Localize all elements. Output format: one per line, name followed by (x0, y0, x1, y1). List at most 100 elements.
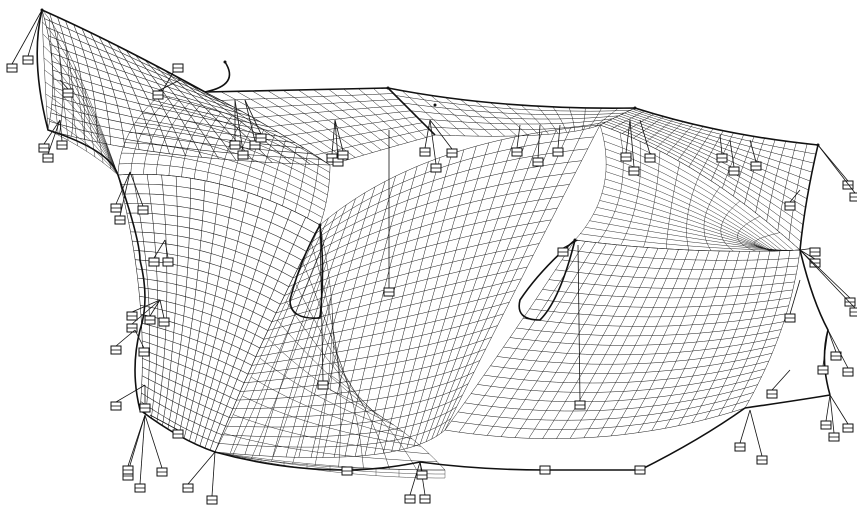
anchor-block (317, 229, 329, 390)
tie-down-line (799, 249, 856, 309)
mesh-line (410, 110, 619, 120)
tie-down-line (149, 299, 161, 317)
mesh-line (299, 122, 423, 146)
tie-down-line (562, 239, 579, 249)
tie-down-line (629, 119, 635, 168)
mesh-line (284, 219, 552, 296)
mesh-line (457, 392, 754, 421)
mesh-panel-7 (214, 224, 446, 471)
mesh-line (250, 376, 413, 440)
tie-down-line (157, 79, 181, 92)
anchor-block (766, 369, 791, 399)
anchor-block (799, 247, 821, 257)
anchor-block (828, 394, 840, 442)
anchor-block (829, 394, 854, 433)
mesh-line (477, 368, 766, 393)
mesh-line (542, 289, 793, 299)
anchor-block (511, 124, 523, 157)
mesh-line (391, 146, 477, 452)
anchor-block (404, 461, 421, 504)
mesh-line (244, 336, 492, 384)
mast-tip (633, 106, 637, 110)
anchor-block (134, 329, 150, 357)
anchor-block (158, 299, 170, 327)
mesh-line (214, 451, 445, 471)
mesh-line (444, 124, 601, 431)
mesh-line (140, 305, 260, 349)
mesh-line (263, 278, 522, 340)
anchor-block (383, 130, 395, 297)
mast-tip (386, 86, 390, 90)
tie-down-line (331, 119, 336, 155)
mesh-line (307, 158, 320, 219)
mesh-line (297, 184, 570, 270)
anchor-block (416, 461, 428, 480)
tie-down-line (139, 414, 146, 485)
anchor-block (6, 9, 43, 73)
tie-down-line (129, 171, 144, 207)
tie-down-line (119, 171, 131, 217)
anchor-block (628, 119, 640, 176)
anchor-block (734, 409, 751, 452)
mesh-line (236, 360, 480, 401)
anchor-block (110, 171, 131, 213)
mesh-line (142, 366, 234, 410)
mesh-line (129, 132, 328, 196)
mesh-line (632, 108, 816, 155)
anchor-block (59, 79, 74, 98)
membrane-edge-cables (36, 9, 831, 471)
mesh-line (311, 244, 342, 396)
mesh-line (50, 52, 251, 117)
tie-down-line (334, 119, 344, 152)
anchor-block (56, 119, 68, 150)
mesh-line (605, 171, 773, 252)
mesh-line (136, 268, 277, 314)
mesh-line (121, 152, 325, 211)
tie-down-line (149, 414, 179, 431)
tie-down-line (164, 239, 169, 259)
mesh-line (44, 18, 215, 98)
mesh-line (45, 93, 119, 176)
edge-cable (41, 9, 206, 93)
tie-down-line (827, 329, 837, 353)
mesh-line (413, 136, 516, 447)
mesh-line (242, 395, 421, 447)
tie-down-line (429, 119, 453, 150)
mesh-line (292, 196, 564, 279)
mesh-line (331, 375, 417, 470)
mesh-line (229, 383, 469, 418)
tie-down-line (799, 249, 851, 299)
mesh-line (48, 35, 233, 107)
mesh-line (276, 243, 540, 314)
mesh-line (555, 269, 797, 280)
mesh-line (292, 296, 332, 464)
mesh-line (535, 297, 791, 308)
mesh-line (618, 115, 808, 200)
mesh-line (42, 33, 119, 176)
anchor-block (234, 99, 249, 160)
mesh-line (255, 301, 510, 357)
mesh-line (705, 250, 771, 420)
mesh-line (542, 247, 648, 439)
tie-down-line (244, 99, 262, 135)
anchor-block (728, 139, 740, 176)
anchor-block (126, 299, 161, 321)
mesh-line (159, 94, 331, 166)
mesh-panel-2 (117, 174, 321, 453)
anchor-block (799, 249, 856, 307)
anchor-block (162, 239, 174, 267)
mesh-line (753, 232, 781, 252)
anchor-block (749, 139, 762, 171)
edge-cable (518, 239, 576, 321)
mesh-line (46, 26, 224, 102)
mesh-line (302, 263, 353, 401)
mesh-line (133, 250, 285, 296)
tie-down-line (59, 119, 63, 142)
anchor-block (129, 171, 149, 215)
tie-down-line (419, 461, 423, 472)
mesh-line (173, 180, 206, 433)
mesh-line (259, 357, 404, 433)
anchor-block (114, 171, 131, 225)
mesh-line (627, 111, 813, 173)
